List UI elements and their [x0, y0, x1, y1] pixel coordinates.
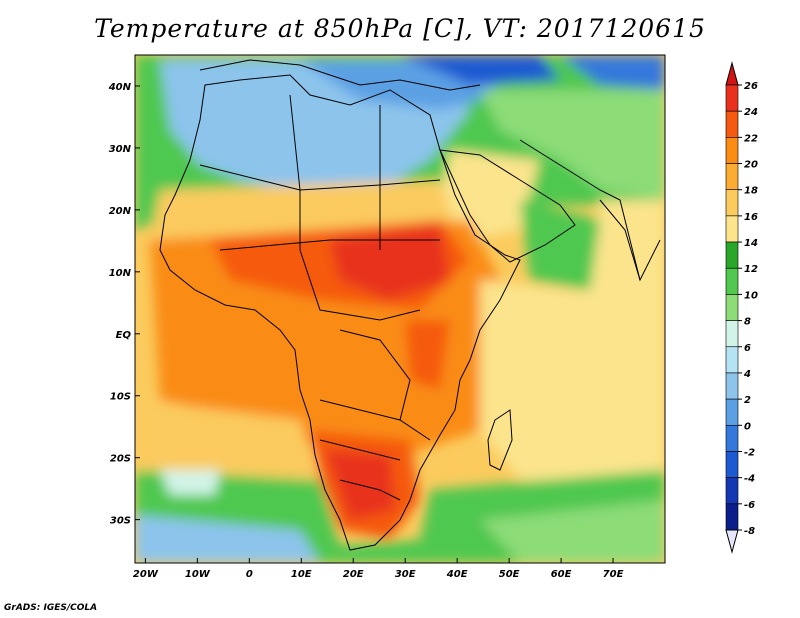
lat-label: 10N	[109, 268, 132, 279]
colorbar-swatch	[725, 137, 739, 164]
lon-label: 40E	[446, 569, 468, 580]
colorbar-label: 20	[744, 160, 758, 171]
colorbar-label: 10	[744, 290, 758, 301]
colorbar-label: 22	[744, 133, 758, 144]
colorbar-top-arrow	[725, 61, 739, 86]
lat-label: 30N	[109, 144, 132, 155]
lon-label: 70E	[603, 569, 624, 580]
colorbar-swatch	[725, 424, 739, 452]
colorbar-swatch	[725, 267, 739, 295]
colorbar-label: 6	[744, 343, 751, 354]
temperature-field	[135, 55, 665, 563]
lat-label: 10S	[110, 392, 131, 403]
colorbar-label: 0	[744, 421, 751, 432]
colorbar-label: -6	[744, 500, 755, 511]
colorbar-swatch	[725, 320, 739, 348]
colorbar-bottom-arrow	[725, 529, 739, 554]
colorbar-swatch	[725, 163, 739, 191]
colorbar-label: 2	[744, 395, 751, 406]
lon-label: 10E	[291, 569, 312, 580]
colorbar-swatch	[725, 110, 739, 138]
colorbar-swatch	[725, 503, 739, 531]
colorbar-label: 24	[744, 107, 758, 118]
lat-label: 20S	[110, 454, 131, 465]
colorbar-label: 18	[744, 186, 758, 197]
colorbar-label: 8	[744, 317, 751, 328]
colorbar-swatch	[725, 241, 739, 269]
colorbar-swatch	[725, 84, 739, 112]
lat-label: 30S	[110, 516, 131, 527]
lat-label: 40N	[108, 82, 132, 93]
latitude-axis: 40N 30N 20N 10N EQ 10S 20S 30S	[108, 82, 140, 527]
lat-label: EQ	[116, 330, 132, 341]
colorbar-label: 16	[744, 212, 758, 223]
colorbar-label: -4	[744, 474, 755, 485]
colorbar-swatch	[725, 398, 739, 426]
colorbar-swatch	[725, 346, 739, 374]
colorbar-swatch	[725, 477, 739, 505]
colorbar-label: 12	[744, 264, 758, 275]
lon-label: 0	[246, 569, 253, 580]
lat-label: 20N	[109, 206, 132, 217]
lon-label: 10W	[185, 569, 211, 580]
map-frame	[134, 54, 666, 564]
longitude-axis: 20W 10W 0 10E 20E 30E 40E 50E 60E 70E	[133, 558, 624, 580]
colorbar-label: 4	[743, 369, 751, 380]
lon-label: 20E	[343, 569, 364, 580]
colorbar-label: -8	[744, 526, 755, 537]
colorbar-swatch	[725, 294, 739, 321]
map-title: Temperature at 850hPa [C], VT: 201712061…	[94, 14, 706, 43]
lon-label: 60E	[551, 569, 572, 580]
lon-label: 20W	[133, 569, 159, 580]
colorbar-swatch	[725, 215, 739, 243]
lon-label: 30E	[395, 569, 416, 580]
colorbar-label: 14	[744, 238, 758, 249]
colorbar-swatch	[725, 451, 739, 478]
lon-label: 50E	[499, 569, 520, 580]
colorbar-label: 26	[744, 81, 758, 92]
colorbar-swatch	[725, 189, 739, 217]
coastlines	[159, 59, 661, 551]
colorbar-label: -2	[744, 447, 755, 458]
colorbar-swatch	[725, 372, 739, 400]
grads-credit: GrADS: IGES/COLA	[4, 603, 98, 613]
